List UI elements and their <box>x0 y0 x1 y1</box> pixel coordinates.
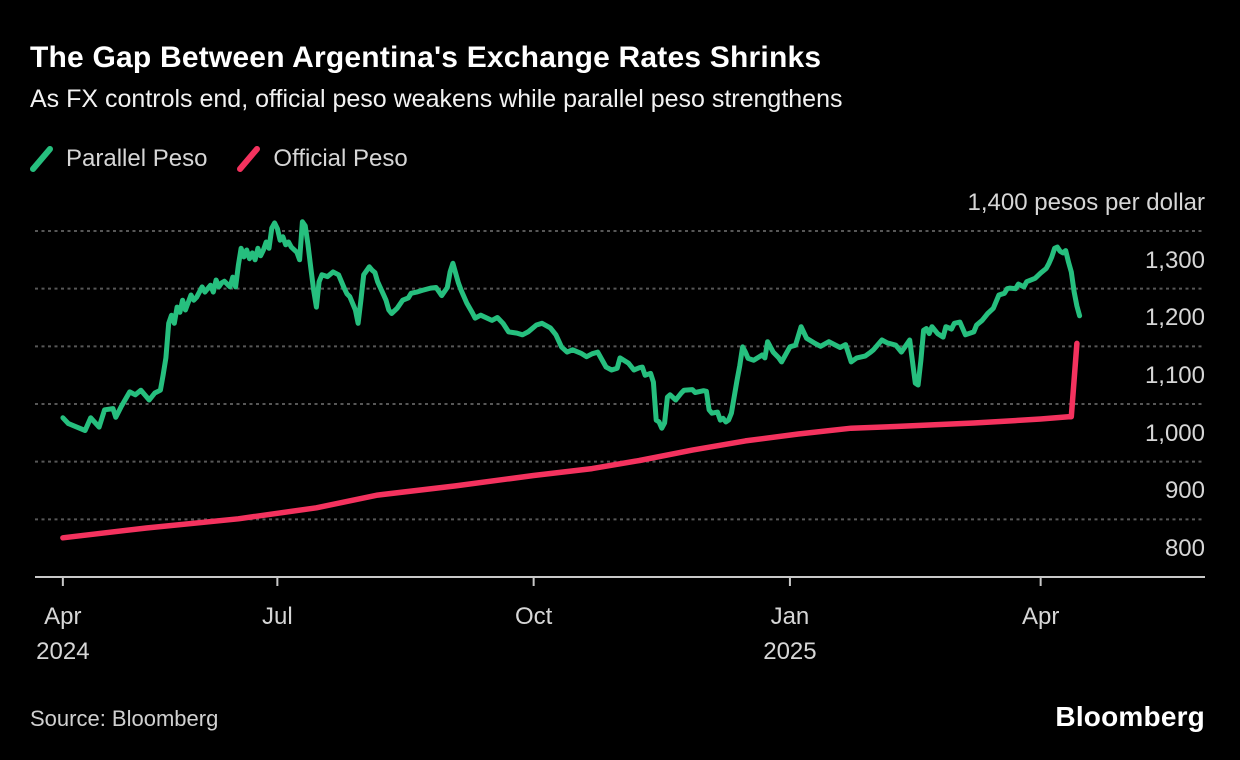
x-axis-label-year-0: 2024 <box>36 638 90 665</box>
legend-item-parallel-peso: Parallel Peso <box>30 145 207 173</box>
x-axis-label-year-3: 2025 <box>763 638 817 665</box>
x-axis-label-month-4: Apr <box>1021 603 1060 630</box>
bloomberg-logo: Bloomberg <box>1055 701 1205 732</box>
y-axis-label-900: 900 <box>1164 477 1205 505</box>
legend-item-official-peso: Official Peso <box>237 145 408 173</box>
source-note: Source: Bloomberg <box>30 706 219 731</box>
y-axis-label-800: 800 <box>1164 535 1205 562</box>
legend: Parallel Peso Official Peso <box>30 142 408 176</box>
legend-label-parallel-peso: Parallel Peso <box>66 145 208 172</box>
y-axis-label-1000: 1,000 <box>1144 419 1205 447</box>
y-axis-label-1200: 1,200 <box>1144 304 1205 332</box>
x-axis-label-month-2: Oct <box>514 603 553 630</box>
y-axis-label-1300: 1,300 <box>1144 246 1205 274</box>
y-axis-label-1400: 1,400 pesos per dollar <box>967 189 1206 216</box>
x-axis-label-month-0: Apr <box>44 603 82 630</box>
y-axis-label-1100: 1,100 <box>1144 362 1205 389</box>
parallel-peso-swatch-icon <box>30 146 53 172</box>
legend-label-official-peso: Official Peso <box>273 145 408 172</box>
x-axis-label-month-3: Jan <box>770 603 810 630</box>
page-subtitle: As FX controls end, official peso weaken… <box>30 85 843 113</box>
page-title: The Gap Between Argentina's Exchange Rat… <box>30 41 822 74</box>
official-peso-line <box>60 340 1080 541</box>
parallel-peso-line <box>60 219 1083 433</box>
x-axis-label-month-1: Jul <box>262 603 293 630</box>
official-peso-swatch-icon <box>237 146 261 172</box>
